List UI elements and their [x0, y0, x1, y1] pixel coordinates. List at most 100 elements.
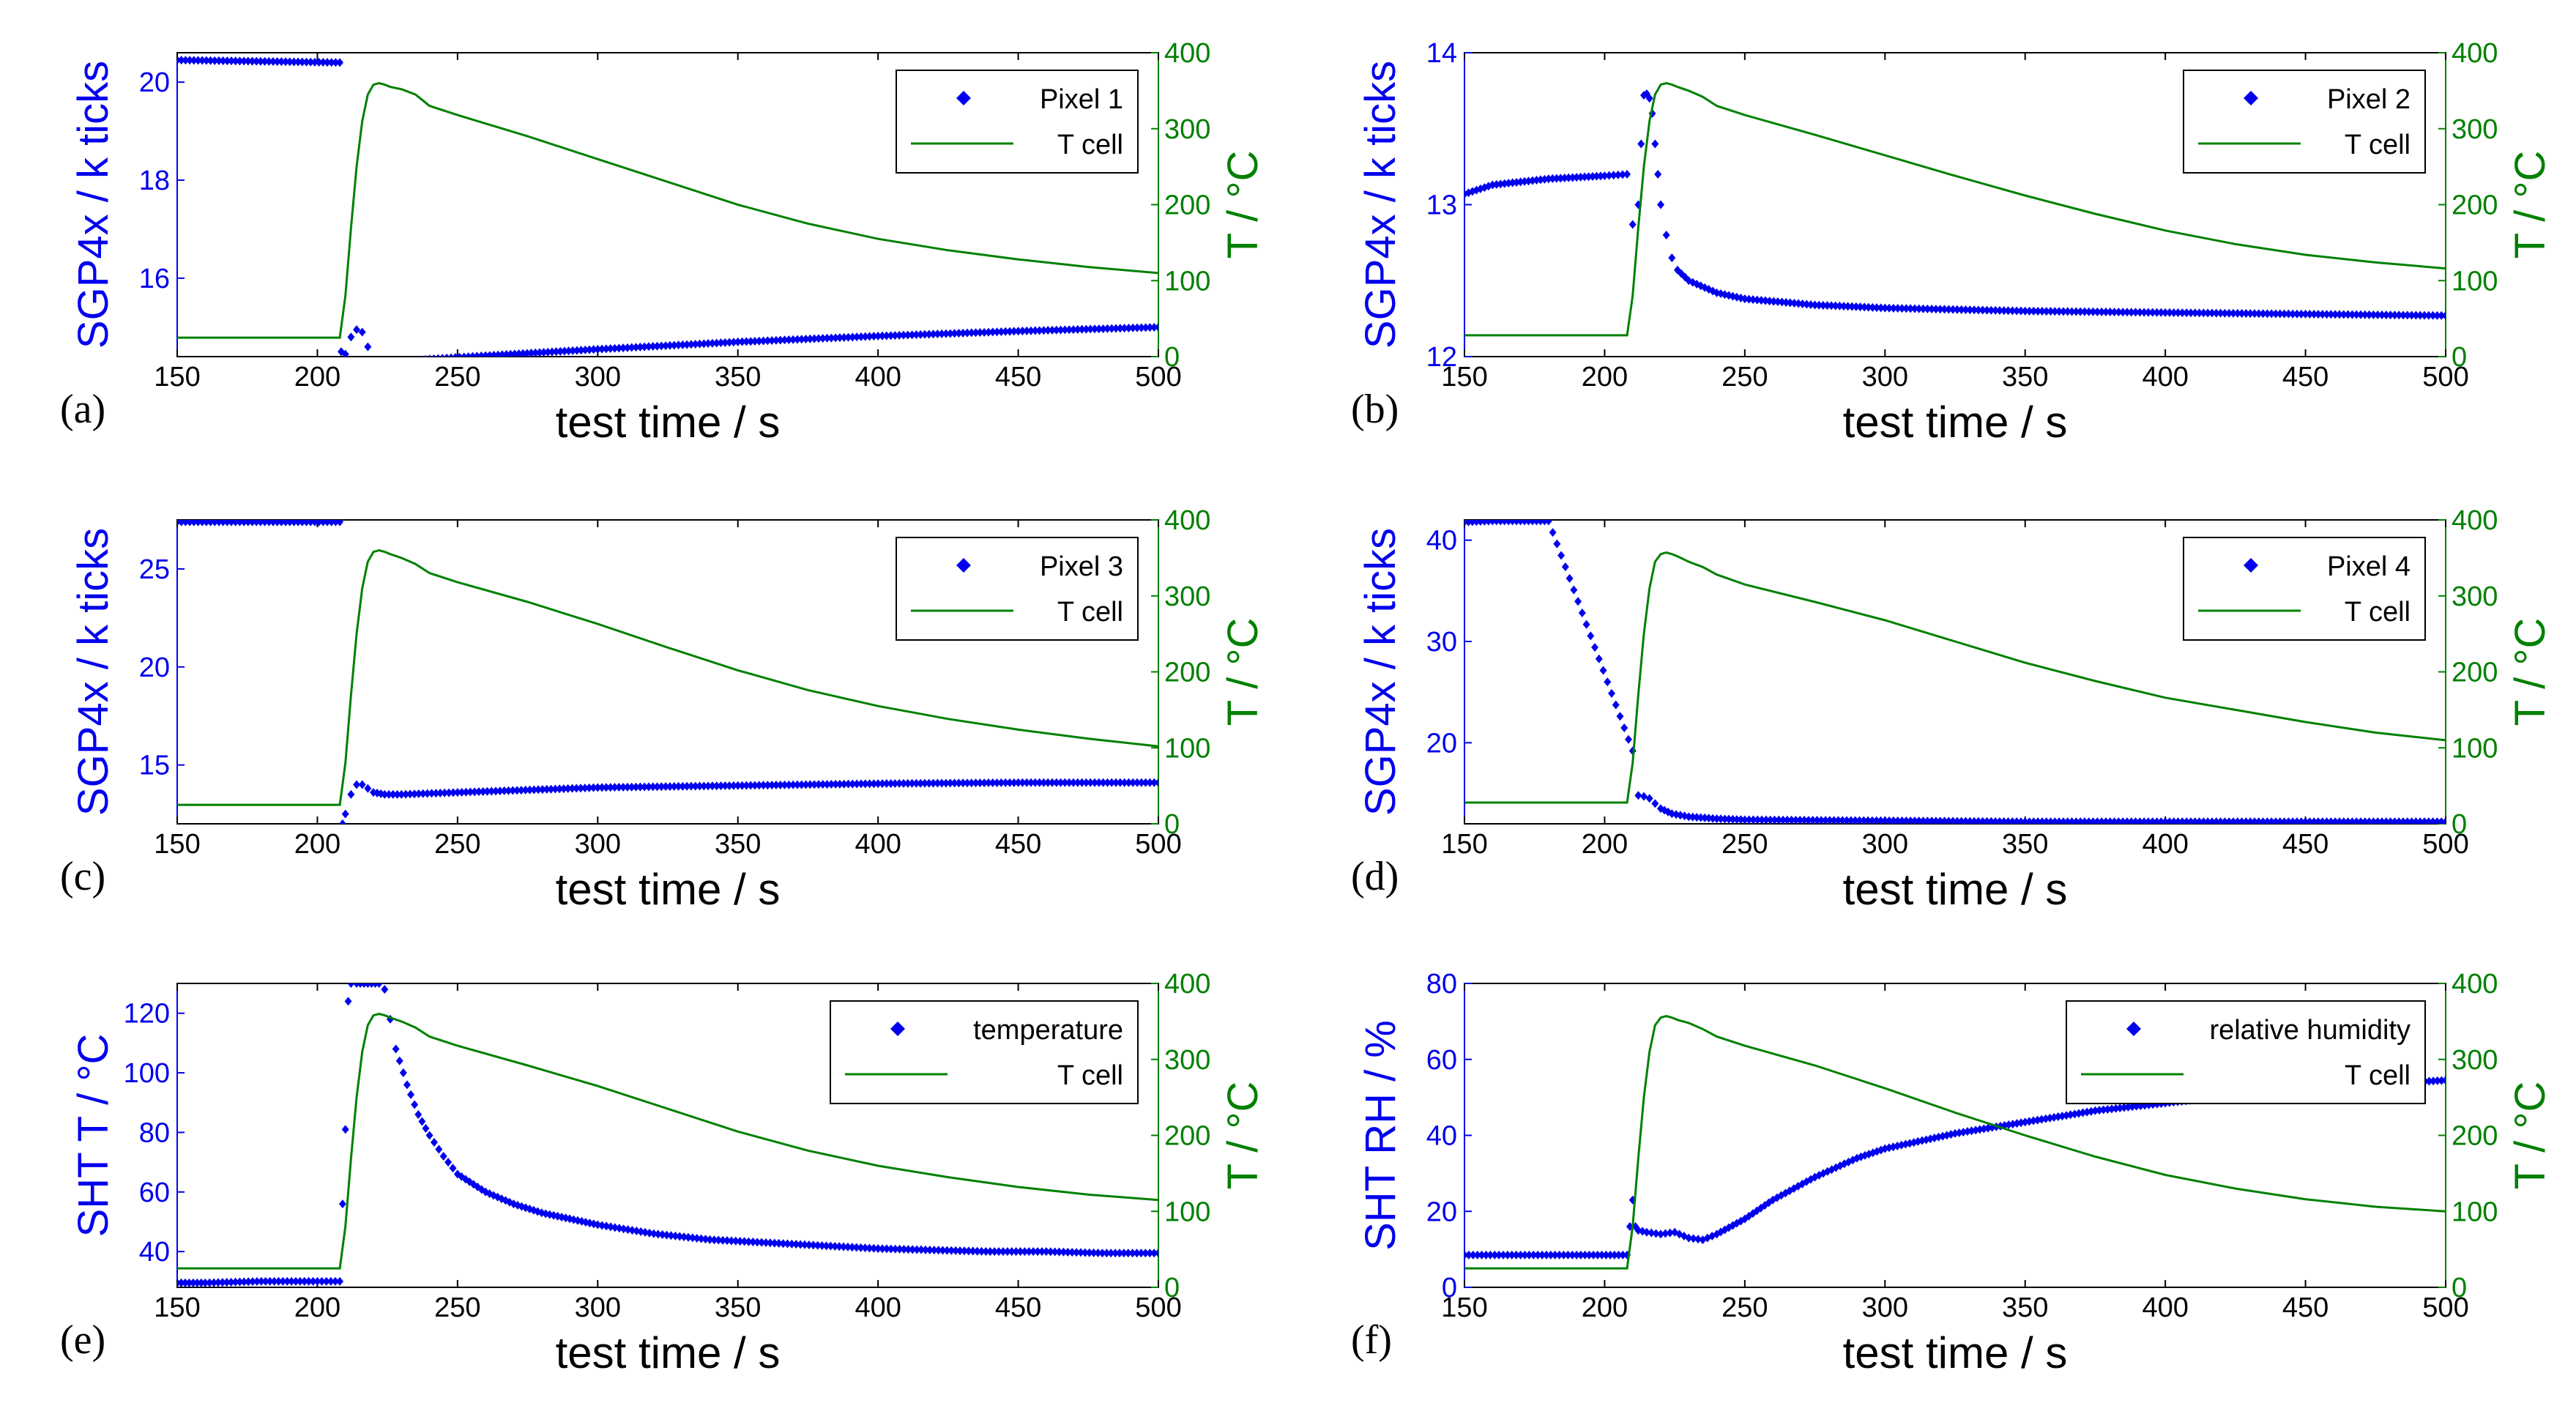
data-point [844, 1242, 852, 1251]
x-tick-label: 500 [2422, 362, 2468, 392]
data-point [2178, 308, 2186, 318]
legend-label: T cell [1057, 1060, 1123, 1091]
data-point [747, 781, 755, 790]
plot-area [1464, 81, 2446, 337]
data-point [1614, 170, 1622, 179]
data-point [1521, 1250, 1529, 1259]
data-point [2098, 307, 2106, 316]
data-point [585, 783, 593, 792]
data-point [683, 340, 691, 349]
data-point [190, 56, 198, 65]
y-tick-label: 14 [1426, 38, 1457, 69]
data-point [2361, 310, 2369, 319]
y2-axis-label: T / °C [2506, 151, 2554, 259]
data-point [874, 779, 882, 789]
data-point [2263, 309, 2271, 319]
data-point [2195, 308, 2203, 318]
data-point [1651, 139, 1659, 149]
data-point [556, 784, 564, 794]
data-point [569, 346, 577, 355]
data-point [2123, 308, 2131, 317]
data-point [2034, 306, 2042, 316]
legend-box [2066, 1000, 2426, 1104]
data-point [1150, 323, 1158, 332]
data-point [950, 329, 958, 338]
data-point [973, 1246, 981, 1256]
data-point [290, 57, 298, 67]
data-point [353, 325, 361, 335]
panel-e: 150 200 250 300 350 400 450 500 40 60 80 100 120 0 100… [60, 969, 1267, 1377]
data-point [341, 1125, 349, 1134]
data-point [1538, 1250, 1546, 1259]
data-point [1133, 1249, 1141, 1258]
data-point [381, 789, 389, 799]
data-point [679, 340, 687, 349]
data-point [1150, 1249, 1158, 1258]
data-point [548, 347, 556, 357]
data-point [691, 781, 699, 791]
data-point [1146, 323, 1154, 332]
data-point [959, 328, 967, 338]
data-point [206, 56, 215, 65]
panel-letter: (c) [60, 854, 105, 899]
data-point [385, 789, 393, 799]
data-point [453, 788, 461, 797]
data-point [848, 1243, 856, 1252]
data-point [505, 786, 513, 795]
data-point [809, 1240, 817, 1250]
data-point [544, 347, 552, 357]
data-point [418, 1117, 426, 1126]
data-point [1609, 171, 1618, 180]
data-point [2165, 308, 2173, 317]
data-point [1120, 324, 1128, 333]
data-point [2102, 307, 2110, 316]
data-point [197, 1278, 205, 1287]
data-point [430, 1137, 438, 1147]
data-point [1003, 1247, 1011, 1257]
x-tick-label: 450 [2282, 362, 2329, 392]
data-point [1623, 170, 1631, 179]
data-point [1689, 1234, 1697, 1243]
data-point [1116, 324, 1124, 333]
data-point [1125, 778, 1133, 787]
data-point [462, 787, 470, 797]
data-point [309, 1276, 317, 1286]
data-point [1103, 1249, 1111, 1258]
data-point [738, 337, 746, 346]
data-point [323, 58, 331, 67]
data-point [2174, 308, 2182, 318]
data-point [1593, 171, 1601, 181]
data-point [2433, 310, 2441, 320]
data-point [420, 355, 423, 357]
legend: Pixel 2 T cell [2183, 70, 2426, 174]
data-point [2280, 309, 2288, 319]
data-point [449, 788, 457, 797]
data-point [1585, 1250, 1593, 1259]
data-point [628, 782, 636, 792]
data-point [1608, 688, 1615, 698]
data-point [644, 342, 652, 351]
data-point [1142, 778, 1150, 787]
data-point [307, 57, 315, 67]
data-point [611, 343, 619, 353]
legend-marker [890, 1022, 905, 1036]
x-tick-label: 400 [855, 1292, 901, 1323]
data-point [934, 330, 942, 339]
data-point [688, 1233, 696, 1243]
data-point [866, 779, 874, 789]
data-point [341, 349, 349, 357]
data-point [1634, 791, 1642, 800]
x-axis-label: test time / s [1843, 398, 2068, 447]
data-point [801, 1240, 809, 1249]
data-point [896, 1244, 904, 1254]
data-point [1023, 326, 1031, 335]
legend-label: Pixel 3 [1040, 551, 1123, 582]
data-point [1060, 1247, 1068, 1257]
x-tick-label: 200 [1582, 829, 1628, 860]
data-point [1128, 1249, 1136, 1258]
data-point [967, 778, 975, 788]
data-point [2144, 308, 2152, 317]
data-point [908, 778, 916, 788]
data-point [394, 358, 401, 367]
data-point [244, 56, 252, 66]
